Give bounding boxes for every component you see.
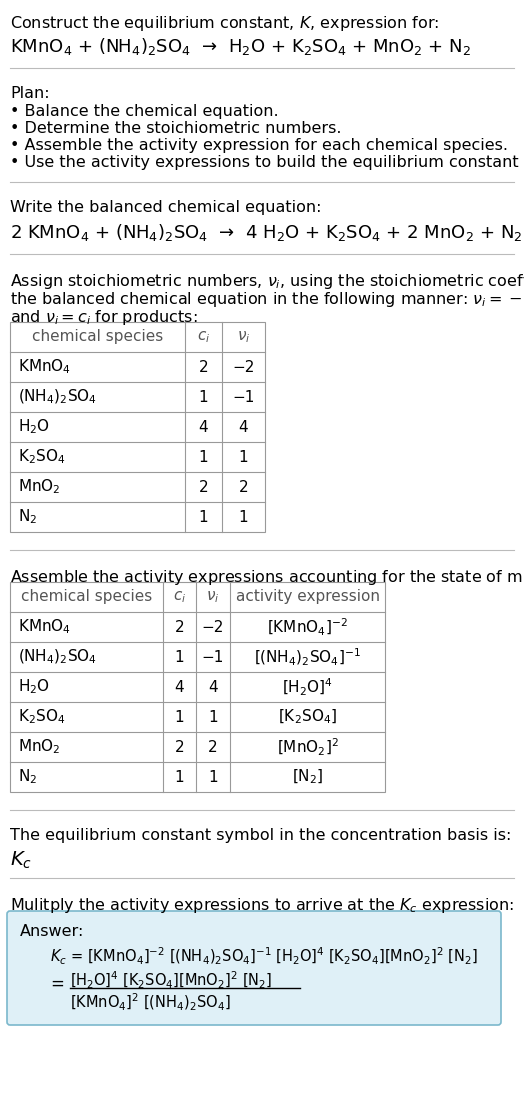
Text: −2: −2 [202, 620, 224, 634]
Text: 4: 4 [199, 419, 209, 435]
Text: 2 KMnO$_4$ + (NH$_4$)$_2$SO$_4$  →  4 H$_2$O + K$_2$SO$_4$ + 2 MnO$_2$ + N$_2$: 2 KMnO$_4$ + (NH$_4$)$_2$SO$_4$ → 4 H$_2… [10, 222, 522, 243]
Text: Construct the equilibrium constant, $K$, expression for:: Construct the equilibrium constant, $K$,… [10, 14, 439, 33]
Text: $c_i$: $c_i$ [173, 589, 186, 604]
Text: the balanced chemical equation in the following manner: $\nu_i = -c_i$ for react: the balanced chemical equation in the fo… [10, 290, 524, 309]
Text: activity expression: activity expression [235, 589, 379, 604]
Text: 4: 4 [239, 419, 248, 435]
Text: Assign stoichiometric numbers, $\nu_i$, using the stoichiometric coefficients, $: Assign stoichiometric numbers, $\nu_i$, … [10, 272, 524, 291]
Text: $c_i$: $c_i$ [197, 329, 210, 345]
Text: Answer:: Answer: [20, 924, 84, 939]
Text: KMnO$_4$: KMnO$_4$ [18, 358, 71, 377]
Text: chemical species: chemical species [21, 589, 152, 604]
Text: 1: 1 [199, 390, 209, 404]
Text: Plan:: Plan: [10, 86, 50, 101]
Text: (NH$_4$)$_2$SO$_4$: (NH$_4$)$_2$SO$_4$ [18, 647, 97, 666]
Text: • Use the activity expressions to build the equilibrium constant expression.: • Use the activity expressions to build … [10, 155, 524, 170]
Text: MnO$_2$: MnO$_2$ [18, 478, 61, 497]
Text: −2: −2 [232, 360, 255, 374]
Text: (NH$_4$)$_2$SO$_4$: (NH$_4$)$_2$SO$_4$ [18, 388, 97, 406]
Text: MnO$_2$: MnO$_2$ [18, 738, 61, 756]
Text: KMnO$_4$: KMnO$_4$ [18, 618, 71, 636]
Text: • Assemble the activity expression for each chemical species.: • Assemble the activity expression for e… [10, 138, 508, 153]
Text: • Determine the stoichiometric numbers.: • Determine the stoichiometric numbers. [10, 121, 342, 137]
Text: chemical species: chemical species [32, 329, 163, 345]
Text: 2: 2 [174, 740, 184, 754]
Text: [H$_2$O]$^4$ [K$_2$SO$_4$][MnO$_2$]$^2$ [N$_2$]: [H$_2$O]$^4$ [K$_2$SO$_4$][MnO$_2$]$^2$ … [70, 970, 272, 991]
Text: 1: 1 [174, 709, 184, 724]
Text: [KMnO$_4$]$^{-2}$: [KMnO$_4$]$^{-2}$ [267, 617, 348, 637]
Text: 1: 1 [199, 510, 209, 524]
Text: 1: 1 [199, 449, 209, 465]
Text: 4: 4 [208, 679, 218, 695]
Text: The equilibrium constant symbol in the concentration basis is:: The equilibrium constant symbol in the c… [10, 828, 511, 843]
FancyBboxPatch shape [7, 911, 501, 1025]
Text: 1: 1 [174, 770, 184, 785]
Text: Assemble the activity expressions accounting for the state of matter and $\nu_i$: Assemble the activity expressions accoun… [10, 568, 524, 587]
Text: N$_2$: N$_2$ [18, 508, 37, 526]
Text: 2: 2 [199, 480, 209, 494]
Text: [(NH$_4$)$_2$SO$_4$]$^{-1}$: [(NH$_4$)$_2$SO$_4$]$^{-1}$ [254, 646, 361, 667]
Text: −1: −1 [232, 390, 255, 404]
Text: Mulitply the activity expressions to arrive at the $K_c$ expression:: Mulitply the activity expressions to arr… [10, 896, 514, 915]
Text: [KMnO$_4$]$^2$ [(NH$_4$)$_2$SO$_4$]: [KMnO$_4$]$^2$ [(NH$_4$)$_2$SO$_4$] [70, 992, 231, 1013]
Text: and $\nu_i = c_i$ for products:: and $\nu_i = c_i$ for products: [10, 308, 198, 327]
Text: $\nu_i$: $\nu_i$ [237, 329, 250, 345]
Text: K$_2$SO$_4$: K$_2$SO$_4$ [18, 708, 66, 727]
Text: 2: 2 [239, 480, 248, 494]
Text: =: = [50, 975, 64, 993]
Text: $\nu_i$: $\nu_i$ [206, 589, 220, 604]
Text: 1: 1 [239, 510, 248, 524]
Bar [10, 582, 385, 792]
Text: $K_c$ = [KMnO$_4$]$^{-2}$ [(NH$_4$)$_2$SO$_4$]$^{-1}$ [H$_2$O]$^4$ [K$_2$SO$_4$]: $K_c$ = [KMnO$_4$]$^{-2}$ [(NH$_4$)$_2$S… [50, 946, 478, 967]
Text: KMnO$_4$ + (NH$_4$)$_2$SO$_4$  →  H$_2$O + K$_2$SO$_4$ + MnO$_2$ + N$_2$: KMnO$_4$ + (NH$_4$)$_2$SO$_4$ → H$_2$O +… [10, 36, 471, 57]
Text: 1: 1 [208, 770, 218, 785]
Bar [10, 321, 265, 532]
Text: H$_2$O: H$_2$O [18, 677, 50, 696]
Text: [H$_2$O]$^4$: [H$_2$O]$^4$ [282, 676, 333, 698]
Text: Write the balanced chemical equation:: Write the balanced chemical equation: [10, 200, 322, 215]
Text: 1: 1 [174, 650, 184, 665]
Text: K$_2$SO$_4$: K$_2$SO$_4$ [18, 448, 66, 467]
Text: $K_c$: $K_c$ [10, 850, 32, 871]
Text: [N$_2$]: [N$_2$] [292, 767, 323, 786]
Text: H$_2$O: H$_2$O [18, 417, 50, 436]
Text: 2: 2 [199, 360, 209, 374]
Text: [MnO$_2$]$^2$: [MnO$_2$]$^2$ [277, 737, 339, 757]
Text: 2: 2 [174, 620, 184, 634]
Text: • Balance the chemical equation.: • Balance the chemical equation. [10, 103, 279, 119]
Text: 1: 1 [208, 709, 218, 724]
Text: [K$_2$SO$_4$]: [K$_2$SO$_4$] [278, 708, 337, 727]
Text: 4: 4 [174, 679, 184, 695]
Text: N$_2$: N$_2$ [18, 767, 37, 786]
Text: 1: 1 [239, 449, 248, 465]
Text: 2: 2 [208, 740, 218, 754]
Text: −1: −1 [202, 650, 224, 665]
